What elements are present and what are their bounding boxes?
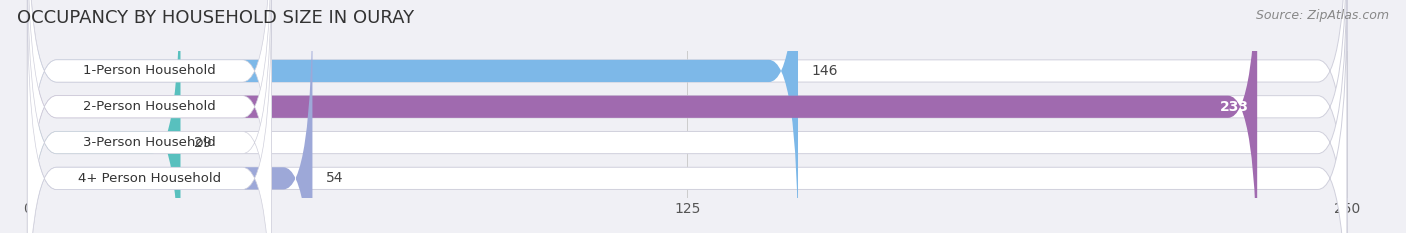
FancyBboxPatch shape xyxy=(28,0,180,233)
FancyBboxPatch shape xyxy=(28,0,1257,233)
Text: 29: 29 xyxy=(194,136,211,150)
Text: 233: 233 xyxy=(1220,100,1250,114)
FancyBboxPatch shape xyxy=(28,0,271,233)
FancyBboxPatch shape xyxy=(28,0,271,233)
Text: 146: 146 xyxy=(811,64,838,78)
Text: Source: ZipAtlas.com: Source: ZipAtlas.com xyxy=(1256,9,1389,22)
FancyBboxPatch shape xyxy=(28,0,271,233)
Text: 3-Person Household: 3-Person Household xyxy=(83,136,217,149)
Text: 1-Person Household: 1-Person Household xyxy=(83,65,217,77)
FancyBboxPatch shape xyxy=(28,0,1347,233)
FancyBboxPatch shape xyxy=(28,0,271,233)
Text: 54: 54 xyxy=(326,171,343,185)
FancyBboxPatch shape xyxy=(28,0,1347,233)
Text: OCCUPANCY BY HOUSEHOLD SIZE IN OURAY: OCCUPANCY BY HOUSEHOLD SIZE IN OURAY xyxy=(17,9,413,27)
FancyBboxPatch shape xyxy=(28,0,799,233)
FancyBboxPatch shape xyxy=(28,0,1347,233)
FancyBboxPatch shape xyxy=(28,0,312,233)
Text: 4+ Person Household: 4+ Person Household xyxy=(77,172,221,185)
FancyBboxPatch shape xyxy=(28,0,1347,233)
Text: 2-Person Household: 2-Person Household xyxy=(83,100,217,113)
